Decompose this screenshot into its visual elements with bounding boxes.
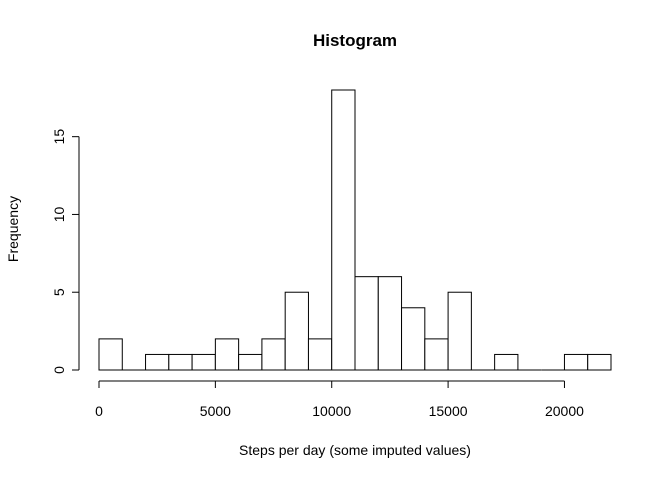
y-axis: 0 5 10 15 <box>51 129 80 374</box>
histogram-bar <box>354 276 379 371</box>
histogram-bar <box>424 338 449 371</box>
y-tick-label: 15 <box>51 129 67 145</box>
histogram-bar <box>98 338 123 371</box>
histogram-bar <box>191 353 216 371</box>
histogram-bar <box>331 89 356 371</box>
bars-group <box>98 89 612 371</box>
chart-title: Histogram <box>313 31 397 50</box>
histogram-bar <box>168 353 193 371</box>
x-tick-label: 10000 <box>312 403 351 419</box>
histogram-bar <box>563 353 589 371</box>
y-tick-label: 5 <box>51 288 67 296</box>
histogram-bar <box>377 276 403 371</box>
histogram-bar <box>447 291 472 371</box>
x-tick-label: 0 <box>95 403 103 419</box>
histogram-bar <box>307 338 333 371</box>
x-tick-label: 15000 <box>429 403 468 419</box>
y-tick-label: 0 <box>51 366 67 374</box>
x-tick-label: 20000 <box>545 403 584 419</box>
histogram-bar <box>145 353 170 371</box>
x-tick-label: 5000 <box>200 403 231 419</box>
histogram-bar <box>261 338 286 371</box>
histogram-bar <box>587 353 612 371</box>
histogram-bar <box>214 338 240 371</box>
histogram-bar <box>238 353 263 371</box>
x-axis-label: Steps per day (some imputed values) <box>239 442 471 458</box>
y-tick-label: 10 <box>51 206 67 222</box>
histogram-bar <box>401 307 426 371</box>
x-axis: 0 5000 10000 15000 20000 <box>95 380 584 419</box>
histogram-bar <box>284 291 309 371</box>
y-axis-label: Frequency <box>5 196 21 262</box>
histogram-bar <box>494 353 519 371</box>
